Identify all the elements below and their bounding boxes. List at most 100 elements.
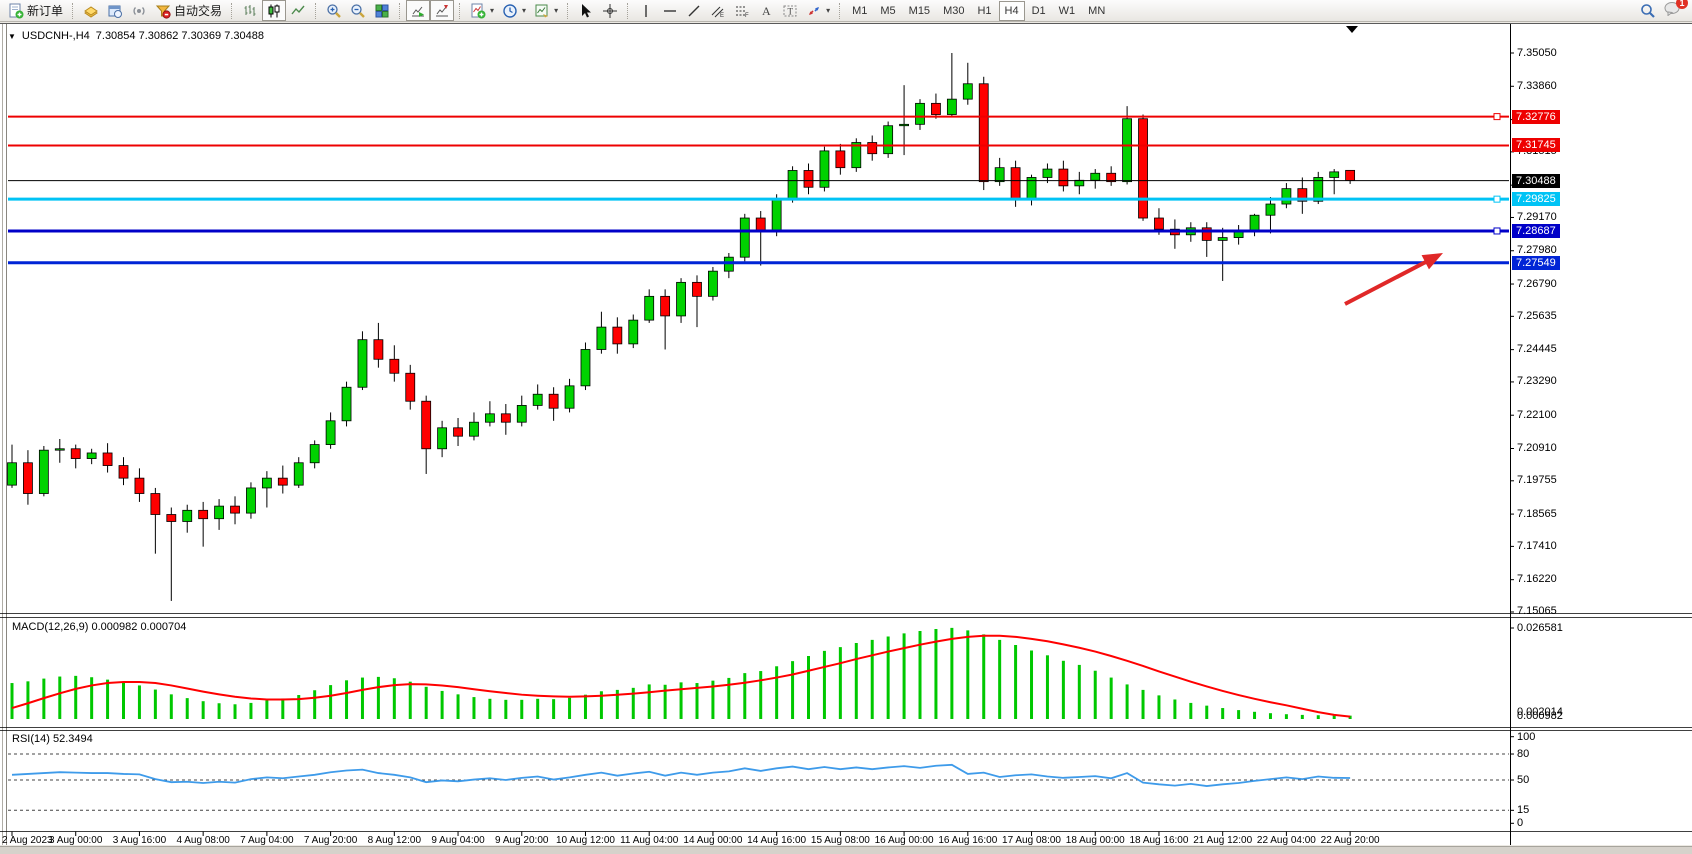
indicators-button[interactable]: ▾ bbox=[466, 0, 498, 21]
candle-body bbox=[516, 405, 527, 423]
tile-windows-button[interactable] bbox=[370, 0, 394, 21]
timeframe-M5[interactable]: M5 bbox=[880, 4, 896, 17]
candle-body bbox=[1297, 188, 1308, 202]
text-icon: A bbox=[762, 4, 771, 18]
time-axis-label: 15 Aug 08:00 bbox=[810, 835, 870, 846]
candle-body bbox=[931, 102, 941, 115]
data-window-button[interactable] bbox=[103, 0, 127, 21]
candle-body bbox=[293, 462, 304, 486]
rsi-indicator-label: RSI(14) 52.3494 bbox=[12, 733, 93, 745]
zoom-out-icon bbox=[351, 3, 365, 18]
candlestick-chart-mode-button[interactable] bbox=[262, 0, 287, 21]
signals-button[interactable] bbox=[127, 0, 151, 21]
text-label-tool[interactable]: T bbox=[778, 0, 802, 21]
search-icon[interactable] bbox=[1640, 3, 1656, 19]
fibonacci-tool[interactable]: F bbox=[730, 0, 754, 21]
candle-body bbox=[309, 444, 320, 464]
line-chart-mode-button[interactable] bbox=[286, 0, 310, 21]
zoom-out-button[interactable] bbox=[346, 0, 370, 21]
vertical-line-tool[interactable] bbox=[634, 0, 658, 21]
chart-title[interactable]: ▼ USDCNH-,H4 7.30854 7.30862 7.30369 7.3… bbox=[8, 30, 264, 42]
timeframe-M30[interactable]: M30 bbox=[943, 4, 965, 17]
candle-body bbox=[1010, 167, 1021, 199]
toolbar-divider bbox=[567, 2, 569, 19]
price-badge-7.31745[interactable]: 7.31745 bbox=[1512, 138, 1560, 153]
timeframe-M1[interactable]: M1 bbox=[852, 4, 868, 17]
market-watch-button[interactable] bbox=[79, 0, 103, 21]
macd-signal-line bbox=[11, 634, 1351, 718]
autotrading-button[interactable]: 自动交易 bbox=[151, 0, 226, 21]
candle-body bbox=[1122, 118, 1132, 183]
time-axis-label: 22 Aug 20:00 bbox=[1320, 835, 1380, 846]
trendline-tool[interactable] bbox=[682, 0, 706, 21]
current-price-badge[interactable]: 7.30488 bbox=[1512, 173, 1560, 188]
timeframe-M15[interactable]: M15 bbox=[908, 4, 931, 17]
timeframe-W1[interactable]: W1 bbox=[1058, 4, 1076, 17]
price-axis-label: 7.29170 bbox=[1517, 210, 1557, 223]
zoom-in-button[interactable] bbox=[322, 0, 346, 21]
line-handle bbox=[1493, 113, 1501, 121]
time-axis-label: 18 Aug 16:00 bbox=[1129, 835, 1189, 846]
rsi-axis-label: 15 bbox=[1517, 804, 1530, 817]
horizontal-line-icon bbox=[664, 9, 677, 12]
periods-button[interactable]: ▾ bbox=[498, 0, 530, 21]
crosshair-button[interactable] bbox=[598, 0, 622, 21]
time-axis-label: 2 Aug 2023 bbox=[2, 835, 53, 846]
chart-symbol-period: USDCNH-,H4 bbox=[21, 30, 90, 42]
candle-body bbox=[1042, 168, 1053, 178]
candle-body bbox=[915, 102, 925, 125]
price-badge-7.27549[interactable]: 7.27549 bbox=[1512, 255, 1560, 270]
new-order-icon bbox=[9, 3, 24, 18]
chart-shift-button[interactable] bbox=[430, 0, 455, 21]
price-badge-7.32776[interactable]: 7.32776 bbox=[1512, 109, 1560, 124]
toolbar-divider bbox=[839, 2, 841, 19]
candle-body bbox=[596, 326, 607, 350]
toolbar-divider bbox=[399, 2, 401, 19]
candle-body bbox=[421, 400, 432, 450]
templates-button[interactable]: ▾ bbox=[530, 0, 562, 21]
candle-body bbox=[803, 170, 814, 188]
candle-body bbox=[851, 142, 862, 169]
candle-body bbox=[1138, 118, 1148, 219]
text-tool[interactable]: A bbox=[754, 0, 778, 21]
channel-tool[interactable]: E bbox=[706, 0, 730, 21]
time-axis-label: 18 Aug 00:00 bbox=[1065, 835, 1125, 846]
candle-body bbox=[7, 462, 17, 486]
price-axis-label: 7.27980 bbox=[1517, 244, 1557, 257]
cursor-button[interactable] bbox=[574, 0, 598, 21]
new-order-label: 新订单 bbox=[27, 4, 64, 18]
auto-scroll-button[interactable] bbox=[406, 0, 431, 21]
price-badge-7.29825[interactable]: 7.29825 bbox=[1512, 192, 1560, 207]
candle-body bbox=[38, 449, 49, 494]
arrows-tool[interactable]: ▾ bbox=[802, 0, 834, 21]
candle-body bbox=[946, 98, 957, 115]
timeframe-H1[interactable]: H1 bbox=[977, 4, 992, 17]
candle-body bbox=[532, 393, 543, 406]
time-axis-label: 14 Aug 16:00 bbox=[747, 835, 807, 846]
line-handle bbox=[1493, 227, 1501, 235]
candle-body bbox=[357, 339, 368, 388]
candle-body bbox=[1217, 237, 1228, 241]
price-axis-label: 7.25635 bbox=[1517, 309, 1557, 322]
candle-body bbox=[261, 477, 272, 489]
horizontal-line-tool[interactable] bbox=[658, 0, 682, 21]
notifications-button[interactable]: 1 bbox=[1664, 0, 1688, 21]
new-order-button[interactable]: 新订单 bbox=[4, 0, 67, 21]
price-axis-label: 7.26790 bbox=[1517, 277, 1557, 290]
candle-body bbox=[883, 125, 894, 155]
candle-body bbox=[692, 281, 702, 297]
bar-chart-mode-button[interactable] bbox=[238, 0, 262, 21]
svg-text:A: A bbox=[762, 4, 771, 18]
price-badge-7.28687[interactable]: 7.28687 bbox=[1512, 223, 1560, 238]
data-window-icon bbox=[108, 5, 123, 18]
svg-text:F: F bbox=[745, 13, 749, 19]
candle-body bbox=[214, 505, 224, 520]
market-watch-icon bbox=[84, 5, 98, 18]
timeframe-D1[interactable]: D1 bbox=[1031, 4, 1046, 17]
candle-body bbox=[118, 465, 129, 479]
timeframe-MN[interactable]: MN bbox=[1088, 4, 1106, 17]
price-axis-label: 7.35050 bbox=[1517, 46, 1557, 59]
timeframe-H4[interactable]: H4 bbox=[998, 0, 1025, 21]
